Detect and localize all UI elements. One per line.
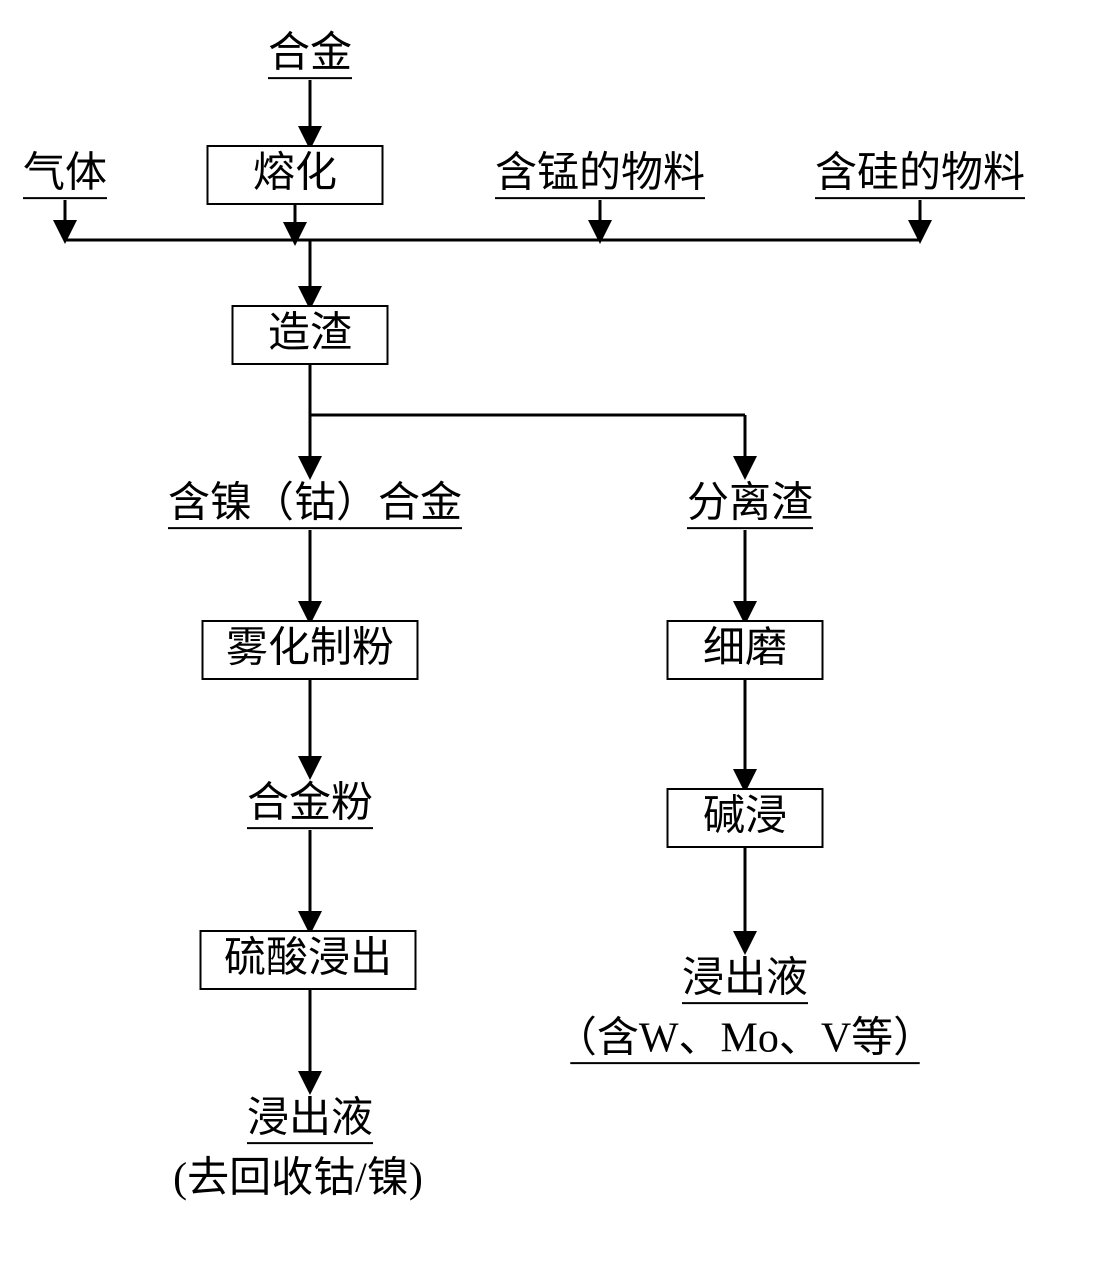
node-si_material: 含硅的物料	[815, 151, 1025, 198]
node-gas: 气体	[23, 151, 107, 198]
node-label: 气体	[23, 151, 107, 197]
node-alloy: 合金	[268, 30, 352, 78]
node-label: 硫酸浸出	[224, 936, 392, 982]
node-label: 浸出液	[247, 1096, 373, 1142]
node-label: (去回收钴/镍)	[173, 1156, 423, 1202]
node-slagging: 造渣	[233, 306, 388, 364]
node-leachate_right: 浸出液	[682, 956, 808, 1003]
node-label: 造渣	[268, 311, 352, 357]
node-label: 碱浸	[703, 794, 787, 840]
node-mn_material: 含锰的物料	[495, 151, 705, 198]
node-alkali_leach: 碱浸	[668, 789, 823, 847]
node-label: 分离渣	[687, 480, 813, 527]
node-label: 熔化	[253, 150, 337, 197]
node-sep_slag: 分离渣	[687, 480, 813, 528]
node-label: 合金	[268, 30, 352, 77]
node-melt: 熔化	[208, 146, 383, 204]
node-label: （含W、Mo、V等）	[555, 1016, 935, 1062]
node-leachate_right_sub: （含W、Mo、V等）	[555, 1016, 935, 1063]
node-leachate_left_sub: (去回收钴/镍)	[173, 1156, 423, 1202]
node-label: 含镍（钴）合金	[168, 480, 462, 527]
node-label: 含硅的物料	[815, 151, 1025, 197]
node-label: 雾化制粉	[226, 626, 394, 672]
node-atomize: 雾化制粉	[203, 621, 418, 679]
node-label: 含锰的物料	[495, 151, 705, 197]
node-label: 浸出液	[682, 956, 808, 1002]
node-alloy_powder: 合金粉	[247, 780, 373, 828]
node-ni_co_alloy: 含镍（钴）合金	[168, 480, 462, 528]
node-label: 合金粉	[247, 780, 373, 827]
node-leachate_left: 浸出液	[247, 1096, 373, 1143]
node-label: 细磨	[703, 626, 787, 672]
node-fine_grind: 细磨	[668, 621, 823, 679]
node-h2so4_leach: 硫酸浸出	[201, 931, 416, 989]
